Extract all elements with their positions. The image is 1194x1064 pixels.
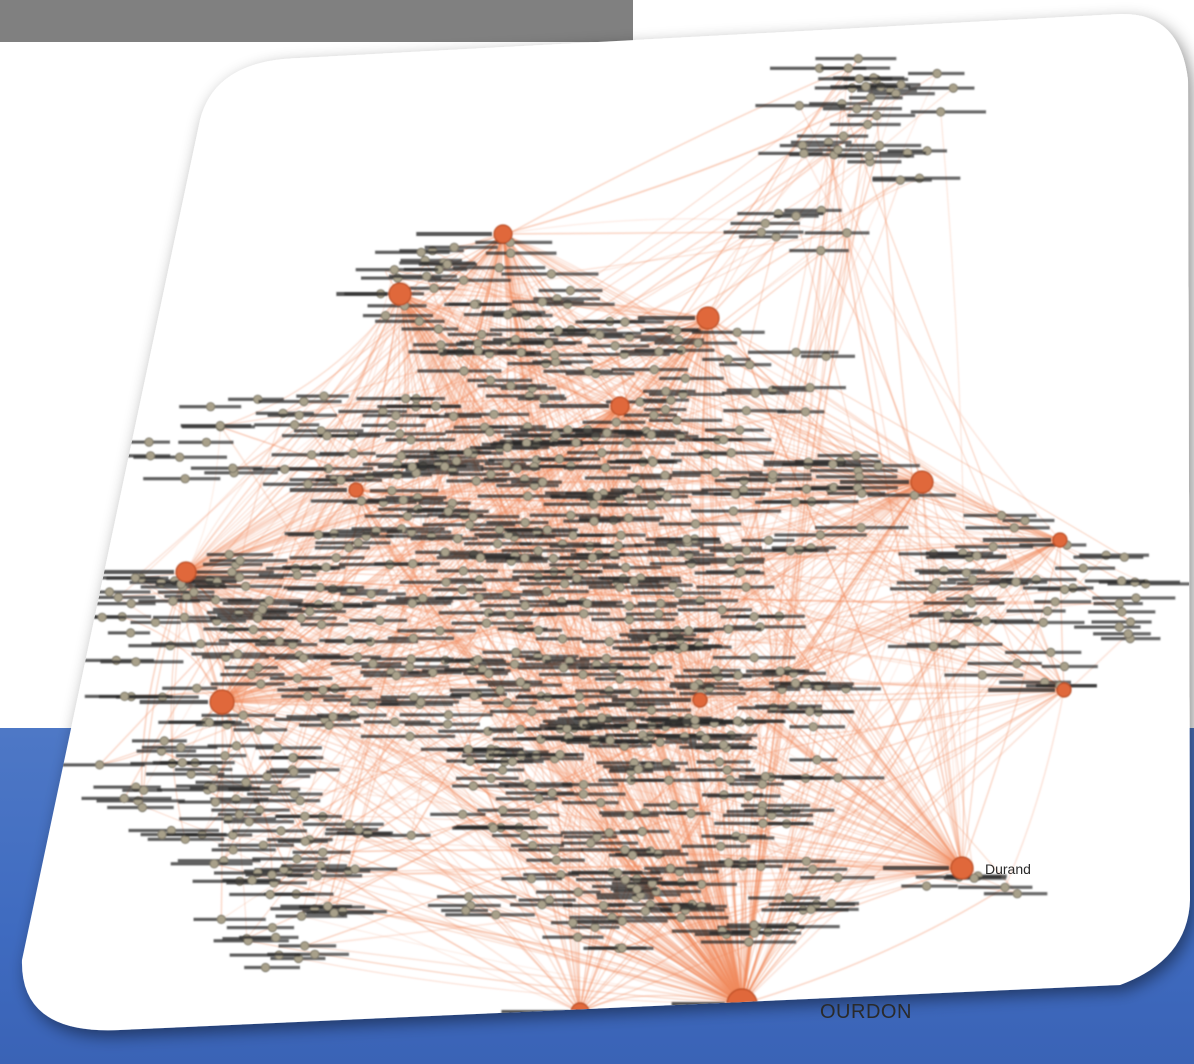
hub-label-mark	[672, 1002, 725, 1006]
hub-label-mark	[501, 1010, 569, 1014]
hub-label-mark	[988, 688, 1055, 692]
hub-label-mark	[85, 570, 174, 574]
hub-label-mark	[290, 488, 347, 492]
hub-label-mark	[883, 866, 949, 870]
hub-label-mark	[638, 316, 695, 320]
hub-label-right-low: Durand	[985, 861, 1031, 877]
hub-node	[571, 1003, 589, 1021]
hub-label-mark	[840, 480, 909, 484]
hub-node-hub-right	[911, 471, 933, 493]
hub-node	[1057, 683, 1071, 697]
hub-node-hub-bottom	[727, 989, 757, 1019]
hub-node	[1053, 533, 1067, 547]
hub-label-mark	[540, 404, 609, 408]
hub-label-mark	[140, 700, 208, 704]
hub-node-hub-top-left	[389, 283, 411, 305]
hub-node-hub-right-low	[951, 857, 973, 879]
hub-label-mark	[336, 292, 387, 296]
hub-label-mark	[983, 538, 1051, 542]
hub-label-bottom: OURDON	[820, 1001, 912, 1023]
hub-label-mark	[416, 232, 492, 236]
hub-node	[349, 483, 363, 497]
hub-label-mark	[612, 698, 691, 702]
hub-node-hub-upper-right	[697, 307, 719, 329]
hub-node-hub-left	[176, 562, 196, 582]
hub-node-hub-left-low	[210, 690, 234, 714]
hub-node-hub-center	[611, 397, 629, 415]
hub-node	[693, 693, 707, 707]
hub-node-hub-top-mid	[494, 225, 512, 243]
